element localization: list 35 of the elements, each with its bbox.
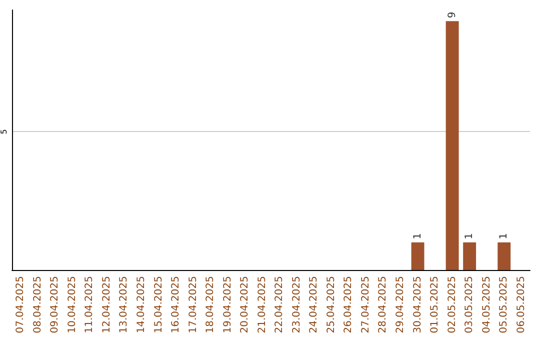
x-tick-label: 10.04.2025 [66,276,78,334]
data-label: 1 [498,232,510,240]
y-tick-label: 5 [0,129,8,134]
x-tick-label: 08.04.2025 [32,276,44,334]
x-tick-label: 06.05.2025 [516,276,527,334]
x-tick-label: 22.04.2025 [274,276,286,334]
x-tick-label: 23.04.2025 [291,276,302,334]
x-tick-label: 14.04.2025 [136,276,147,334]
x-tick-label: 13.04.2025 [118,276,130,334]
x-tick-label: 18.04.2025 [205,276,216,334]
x-tick-label: 20.04.2025 [240,276,251,334]
x-tick-label: 09.04.2025 [50,276,61,334]
x-tick-label: 02.05.2025 [446,276,458,334]
data-label: 9 [446,12,458,18]
x-tick-label: 24.04.2025 [308,276,320,334]
x-tick-label: 07.04.2025 [15,276,26,334]
x-tick-label: 30.04.2025 [412,276,424,334]
x-tick-label: 28.04.2025 [378,276,389,334]
x-tick-label: 19.04.2025 [222,276,234,334]
x-tick-label: 26.04.2025 [343,276,354,334]
x-tick-label: 15.04.2025 [153,276,164,334]
x-tick-label: 25.04.2025 [326,276,337,334]
x-tick-label: 01.05.2025 [430,276,441,334]
x-tick-label: 17.04.2025 [188,276,199,334]
x-tick-label: 04.05.2025 [481,276,492,334]
x-tick-label: 21.04.2025 [256,276,268,334]
data-label: 1 [464,232,476,240]
x-tick-label: 05.05.2025 [498,276,510,334]
data-label: 1 [412,232,424,240]
x-tick-label: 12.04.2025 [101,276,112,334]
x-tick-label: 11.04.2025 [84,276,96,334]
x-tick-label: 03.05.2025 [464,276,476,334]
x-tick-label: 16.04.2025 [170,276,182,334]
x-tick-label: 27.04.2025 [360,276,372,334]
x-tick-label: 29.04.2025 [395,276,406,334]
